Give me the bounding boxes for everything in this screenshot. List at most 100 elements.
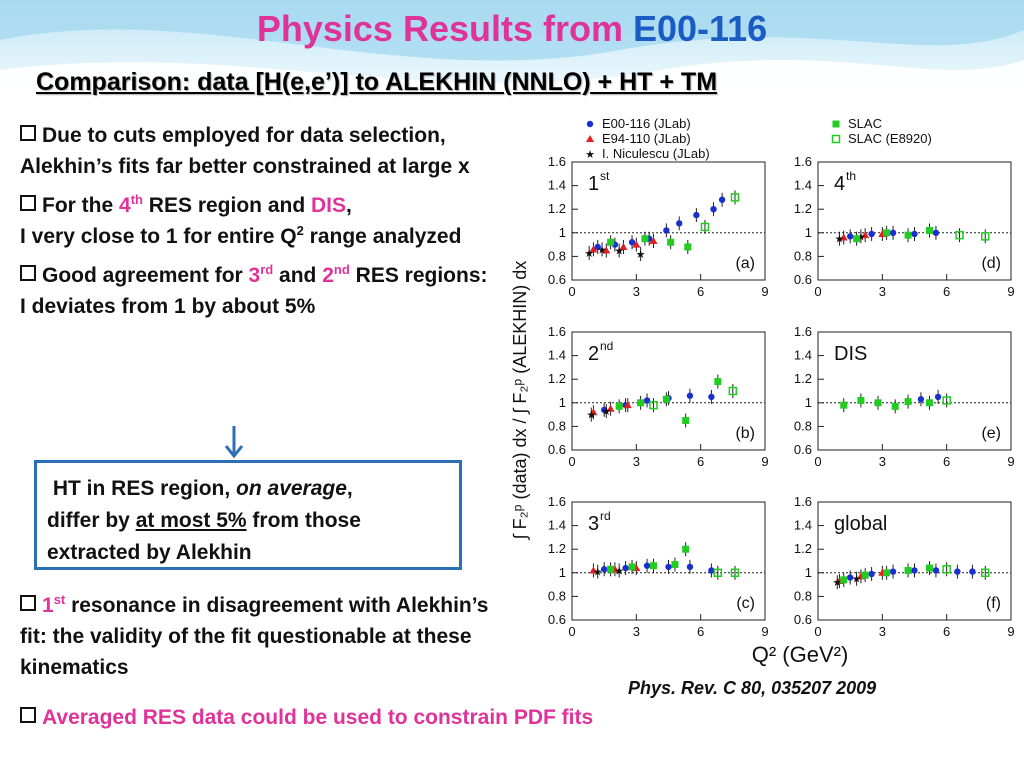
data-point <box>934 393 942 401</box>
data-point <box>904 231 912 239</box>
bullet-text: RES region and <box>142 194 311 217</box>
data-point <box>600 566 608 573</box>
data-point <box>911 230 918 238</box>
x-tick-label: 3 <box>633 284 640 299</box>
data-point: ★ <box>852 573 862 586</box>
panel-id: (f) <box>986 595 1001 612</box>
x-tick-label: 0 <box>814 454 821 469</box>
data-point <box>693 211 700 219</box>
legend-label-4: SLAC (E8920) <box>848 131 932 146</box>
data-point <box>682 417 690 424</box>
y-tick-label: 1.4 <box>794 518 812 533</box>
panel-tag: 2 <box>588 343 599 365</box>
panel-tag: 3 <box>588 513 599 535</box>
data-point <box>615 402 623 410</box>
data-point <box>632 240 641 248</box>
data-point <box>728 386 738 396</box>
arrow-down-icon <box>224 426 244 459</box>
data-point <box>649 237 658 245</box>
bullet-list-top: Due to cuts employed for data selection,… <box>20 120 490 330</box>
x-tick-label: 3 <box>879 624 886 639</box>
data-point <box>589 245 598 253</box>
data-point <box>676 220 683 227</box>
x-tick-label: 0 <box>814 284 821 299</box>
data-point <box>883 569 891 577</box>
panel-id: (a) <box>735 255 755 272</box>
bullet-sup: 2 <box>296 223 304 238</box>
data-point <box>649 400 658 410</box>
data-point <box>662 395 670 403</box>
bullet-sup: nd <box>333 262 350 277</box>
data-point <box>667 238 675 246</box>
data-point <box>686 563 694 571</box>
bullet-text: Due to cuts employed for data selection,… <box>20 124 470 178</box>
data-point <box>641 235 649 243</box>
data-point <box>663 227 670 234</box>
data-point <box>846 233 854 240</box>
data-point <box>671 561 679 569</box>
data-point <box>637 399 645 407</box>
panel-tag: 1 <box>588 173 599 195</box>
data-point: ★ <box>597 243 607 256</box>
data-point <box>840 401 848 409</box>
x-tick-label: 9 <box>1007 284 1014 299</box>
data-point <box>730 193 740 202</box>
bullet-sup: st <box>53 592 66 607</box>
bullet-averaged-res: Averaged RES data could be used to const… <box>20 706 593 730</box>
checkbox-bullet-icon <box>20 195 36 211</box>
panel-tag-sup: nd <box>600 339 613 353</box>
x-tick-label: 6 <box>943 284 950 299</box>
bullet-text: Good agreement for <box>42 264 249 287</box>
data-point <box>942 565 951 574</box>
data-point <box>628 239 636 246</box>
ht-italic: on average <box>236 477 347 500</box>
legend-label-0: E00-116 (JLab) <box>602 116 691 131</box>
panel-frame <box>571 161 766 281</box>
data-point <box>981 568 990 578</box>
bullet-highlight: 4 <box>119 194 131 217</box>
data-point <box>868 230 875 238</box>
y-tick-label: 1.6 <box>548 324 566 339</box>
data-point: ★ <box>586 409 596 422</box>
data-point <box>861 571 869 579</box>
header-wave-background <box>0 0 1024 120</box>
data-point <box>628 563 636 571</box>
y-tick-label: 0.8 <box>548 418 566 433</box>
x-tick-label: 6 <box>943 454 950 469</box>
data-point <box>713 568 723 578</box>
data-point <box>602 246 611 254</box>
panel-id: (d) <box>981 255 1001 272</box>
checkbox-bullet-icon <box>20 125 36 141</box>
ht-line-2: differ by at most 5% from those <box>47 505 449 537</box>
data-point: ★ <box>856 230 866 243</box>
x-tick-label: 6 <box>697 624 704 639</box>
data-point <box>926 564 934 572</box>
x-tick-label: 6 <box>697 284 704 299</box>
x-tick-label: 0 <box>568 454 575 469</box>
data-point: ★ <box>614 245 624 258</box>
y-tick-label: 1 <box>559 565 566 580</box>
y-tick-label: 1.6 <box>548 494 566 509</box>
y-tick-label: 1.4 <box>794 178 812 193</box>
panel-tag: DIS <box>834 343 867 365</box>
ht-text: HT in RES region, <box>52 477 237 500</box>
data-point <box>718 196 726 203</box>
y-tick-label: 0.6 <box>548 272 566 287</box>
panel-id: (e) <box>981 425 1001 442</box>
y-tick-label: 1.2 <box>548 371 566 386</box>
y-tick-label: 0.6 <box>794 272 812 287</box>
legend-label-3: SLAC <box>848 116 882 131</box>
panel-frame <box>817 501 1012 621</box>
data-point <box>883 229 891 237</box>
legend-label-2: I. Niculescu (JLab) <box>602 146 710 161</box>
y-tick-label: 1 <box>805 395 812 410</box>
x-tick-label: 0 <box>568 624 575 639</box>
ht-text: differ by <box>47 509 136 532</box>
bullet-text: , <box>346 194 352 217</box>
data-point <box>911 567 918 574</box>
y-tick-label: 1.4 <box>548 348 566 363</box>
legend-marker-0 <box>586 120 594 128</box>
panel-tag-sup: th <box>846 169 856 183</box>
data-point <box>861 231 870 239</box>
x-tick-label: 3 <box>879 284 886 299</box>
